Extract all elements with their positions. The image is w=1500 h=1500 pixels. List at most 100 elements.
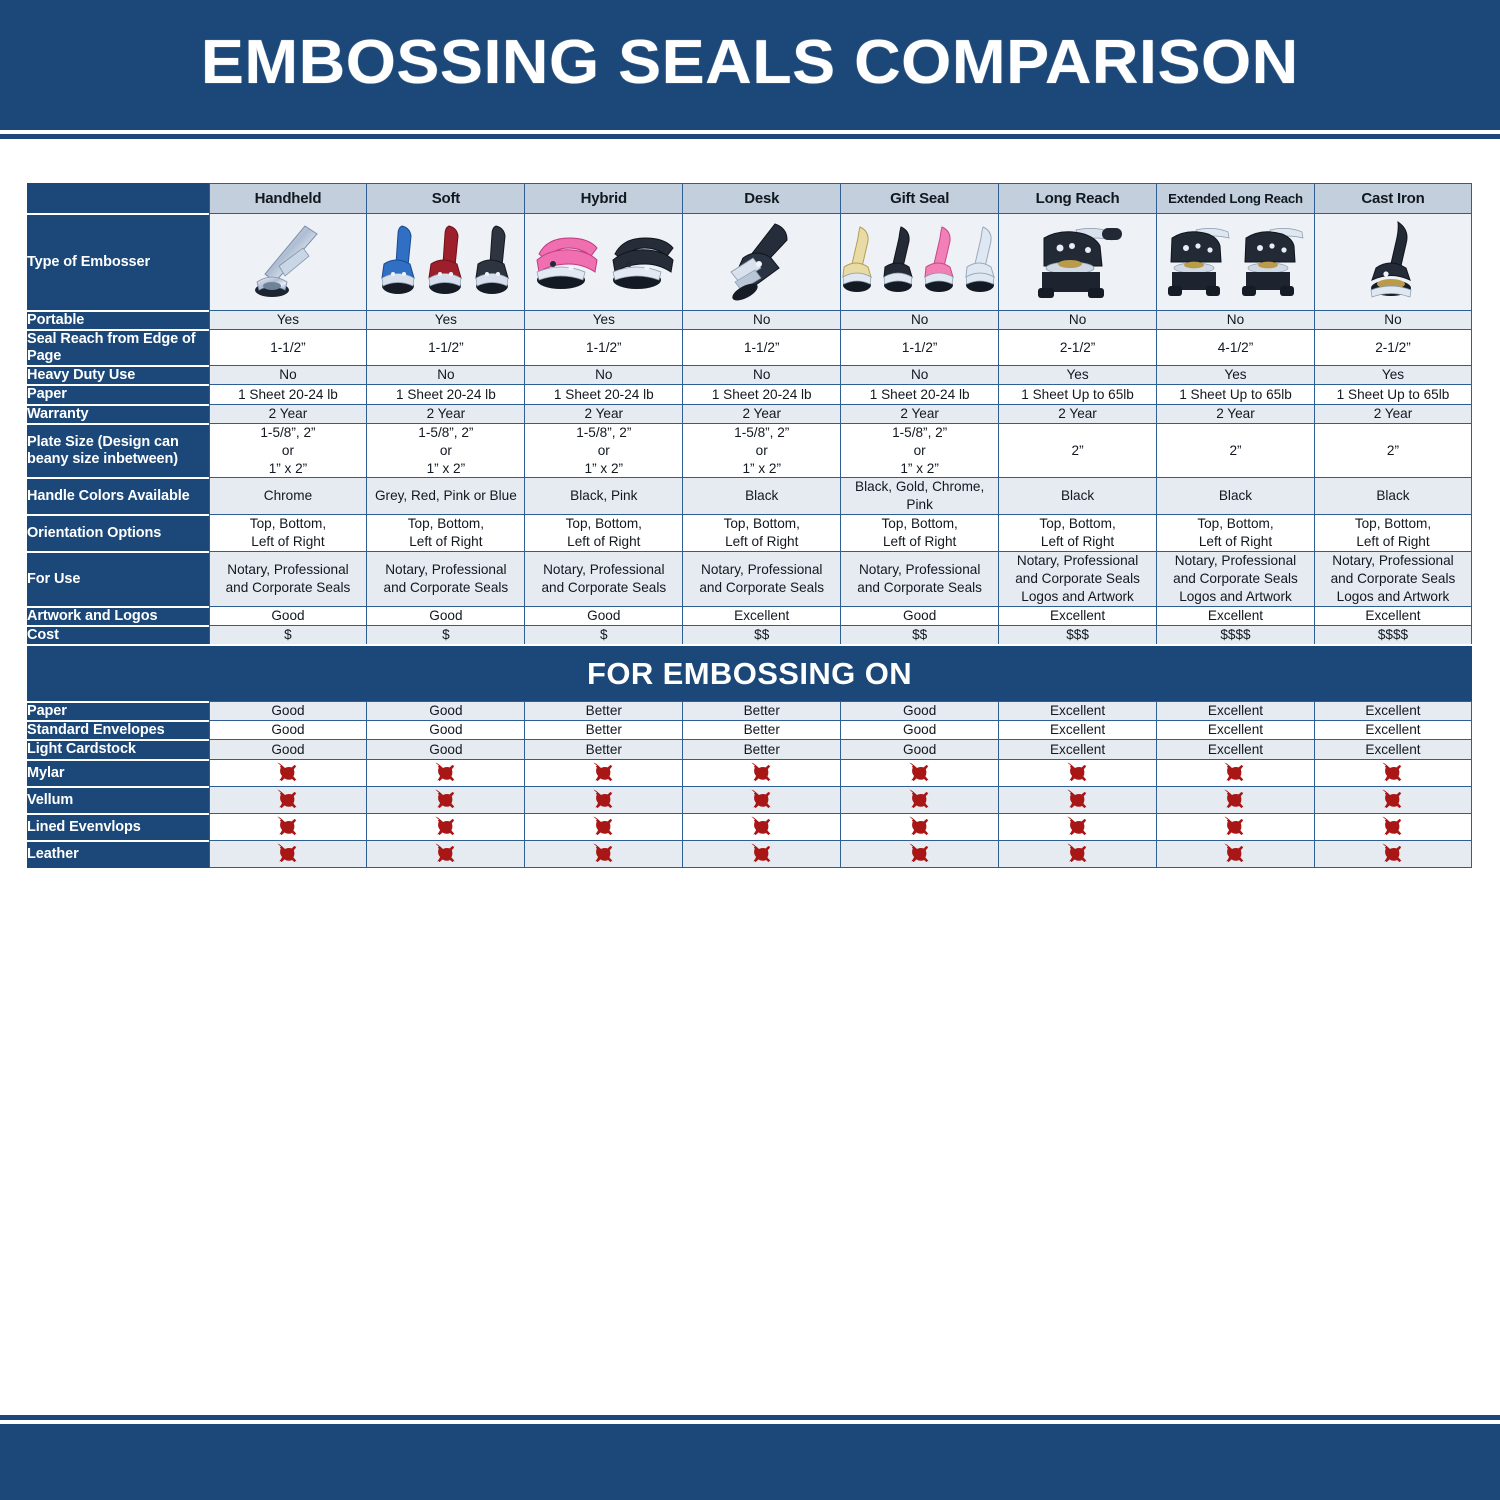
data-cell: Yes (998, 365, 1157, 385)
header-rule-bottom (0, 134, 1500, 139)
product-header-soft[interactable]: Soft (366, 183, 525, 213)
data-cell: Notary, Professional and Corporate Seals (524, 551, 683, 607)
data-cell: 2 Year (1313, 403, 1472, 423)
product-header-cast-iron[interactable]: Cast Iron (1313, 183, 1472, 213)
data-cell: Excellent (682, 606, 841, 626)
cell-not-supported (366, 758, 525, 786)
product-header-handheld[interactable]: Handheld (208, 183, 367, 213)
not-supported-x-icon (593, 761, 614, 781)
row-label-standard-envelopes: Standard Envelopes (27, 720, 209, 740)
not-supported-x-icon (1224, 761, 1245, 781)
data-cell: 1-1/2” (682, 329, 841, 366)
data-cell: $ (524, 625, 683, 645)
data-cell: Top, Bottom, Left of Right (524, 514, 683, 552)
table-row: Seal Reach from Edge of Page 1-1/2” 1-1/2”… (27, 329, 1472, 366)
data-cell: Excellent (1313, 739, 1472, 759)
data-cell: Black (682, 477, 841, 515)
data-cell: Excellent (1313, 606, 1472, 626)
header-rule-top (0, 125, 1500, 130)
product-header-gift-seal[interactable]: Gift Seal (840, 183, 999, 213)
product-image-cell (208, 213, 367, 310)
product-header-long-reach[interactable]: Long Reach (998, 183, 1157, 213)
data-cell: $ (208, 625, 367, 645)
table-corner-cell (27, 183, 209, 213)
cast-iron-embosser-icon (1370, 220, 1412, 298)
data-cell: Top, Bottom, Left of Right (682, 514, 841, 552)
data-cell: Good (366, 720, 525, 740)
cell-not-supported (366, 812, 525, 840)
data-cell: 1-5/8”, 2” or 1” x 2” (682, 422, 841, 478)
data-cell: No (682, 310, 841, 330)
data-cell: No (208, 365, 367, 385)
cell-not-supported (1313, 758, 1472, 786)
not-supported-x-icon (751, 761, 772, 781)
not-supported-x-icon (1066, 788, 1088, 808)
data-cell: Top, Bottom, Left of Right (208, 514, 367, 552)
table-row: Heavy Duty Use No No No No No Yes Yes Yes (27, 365, 1472, 385)
not-supported-x-icon (1224, 815, 1245, 835)
product-header-desk[interactable]: Desk (682, 183, 841, 213)
product-header-extended-long-reach[interactable]: Extended Long Reach (1156, 183, 1314, 213)
table-row: Paper 1 Sheet 20-24 lb 1 Sheet 20-24 lb 1 S… (27, 384, 1472, 404)
cell-not-supported (1313, 839, 1472, 868)
cell-not-supported (524, 758, 683, 786)
data-cell: Good (840, 606, 999, 626)
data-cell: Better (682, 739, 841, 759)
data-cell: 1 Sheet Up to 65lb (998, 384, 1157, 404)
not-supported-x-icon (1382, 842, 1403, 862)
data-cell: Good (208, 720, 367, 740)
data-cell: 2” (1156, 422, 1314, 478)
product-header-hybrid[interactable]: Hybrid (524, 183, 683, 213)
row-label-warranty: Warranty (27, 403, 209, 423)
data-cell: No (366, 365, 525, 385)
data-cell: Top, Bottom, Left of Right (840, 514, 999, 552)
row-label-cost: Cost (27, 625, 209, 645)
data-cell: Excellent (998, 720, 1157, 740)
cell-not-supported (998, 839, 1157, 868)
table-row: For Use Notary, Professional and Corporate… (27, 551, 1472, 607)
product-image-cell (840, 213, 999, 310)
not-supported-x-icon (435, 761, 456, 781)
data-cell: 2” (1313, 422, 1472, 478)
row-label-mylar: Mylar (27, 758, 209, 786)
data-cell: Top, Bottom, Left of Right (1156, 514, 1314, 552)
data-cell: 1-1/2” (208, 329, 367, 366)
table-row: Paper Good Good Better Better Good Excellent Ex… (27, 701, 1472, 721)
data-cell: Yes (208, 310, 367, 330)
table-row: Plate Size (Design can beany size inbetw… (27, 422, 1472, 478)
data-cell: 1 Sheet 20-24 lb (208, 384, 367, 404)
cell-not-supported (840, 758, 999, 786)
row-label-leather: Leather (27, 839, 209, 868)
data-cell: 1-5/8”, 2” or 1” x 2” (840, 422, 999, 478)
cell-not-supported (208, 758, 367, 786)
cell-not-supported (682, 758, 841, 786)
data-cell: Top, Bottom, Left of Right (1313, 514, 1472, 552)
page-title: EMBOSSING SEALS COMPARISON (201, 28, 1299, 97)
data-cell: Good (208, 606, 367, 626)
table-row: Artwork and Logos Good Good Good Excellent Go… (27, 606, 1472, 626)
data-cell: Excellent (1156, 720, 1314, 740)
data-cell: $$$ (998, 625, 1157, 645)
not-supported-x-icon (277, 815, 298, 835)
cell-not-supported (840, 785, 999, 813)
data-cell: No (840, 365, 999, 385)
data-cell: 1-5/8”, 2” or 1” x 2” (208, 422, 367, 478)
desk-embosser-icon (730, 223, 788, 301)
data-cell: Black, Pink (524, 477, 683, 515)
data-cell: Good (366, 606, 525, 626)
data-cell: Chrome (208, 477, 367, 515)
data-cell: 1-1/2” (366, 329, 525, 366)
cell-not-supported (1313, 812, 1472, 840)
footer-rule-gap (0, 1420, 1500, 1424)
table-header-row: Handheld Soft Hybrid Desk Gift Seal Long Reac… (27, 183, 1472, 213)
not-supported-x-icon (751, 842, 772, 862)
data-cell: Good (208, 739, 367, 759)
row-label-vellum: Vellum (27, 785, 209, 813)
data-cell: $$$$ (1313, 625, 1472, 645)
data-cell: Notary, Professional and Corporate Seals (682, 551, 841, 607)
product-image-cell (366, 213, 525, 310)
soft-embosser-icon (376, 224, 516, 300)
data-cell: Good (840, 720, 999, 740)
not-supported-x-icon (1382, 788, 1403, 808)
